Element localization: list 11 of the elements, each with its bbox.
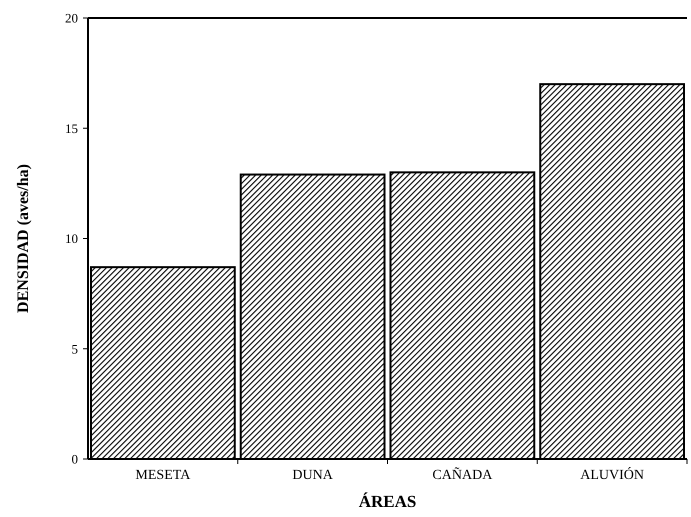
y-tick-label: 15 [65,120,78,136]
y-axis-title: DENSIDAD (aves/ha) [15,164,32,313]
y-tick-label: 5 [72,341,78,356]
x-tick-label: MESETA [135,468,192,483]
y-tick-label: 10 [65,231,78,246]
x-tick-label: ALUVIÓN [580,466,644,483]
x-tick-label: DUNA [292,468,334,483]
y-tick-label: 0 [72,452,78,467]
x-axis-title: ÁREAS [358,492,416,511]
y-tick-label: 20 [65,10,78,26]
x-tick-label: CAÑADA [432,467,494,483]
